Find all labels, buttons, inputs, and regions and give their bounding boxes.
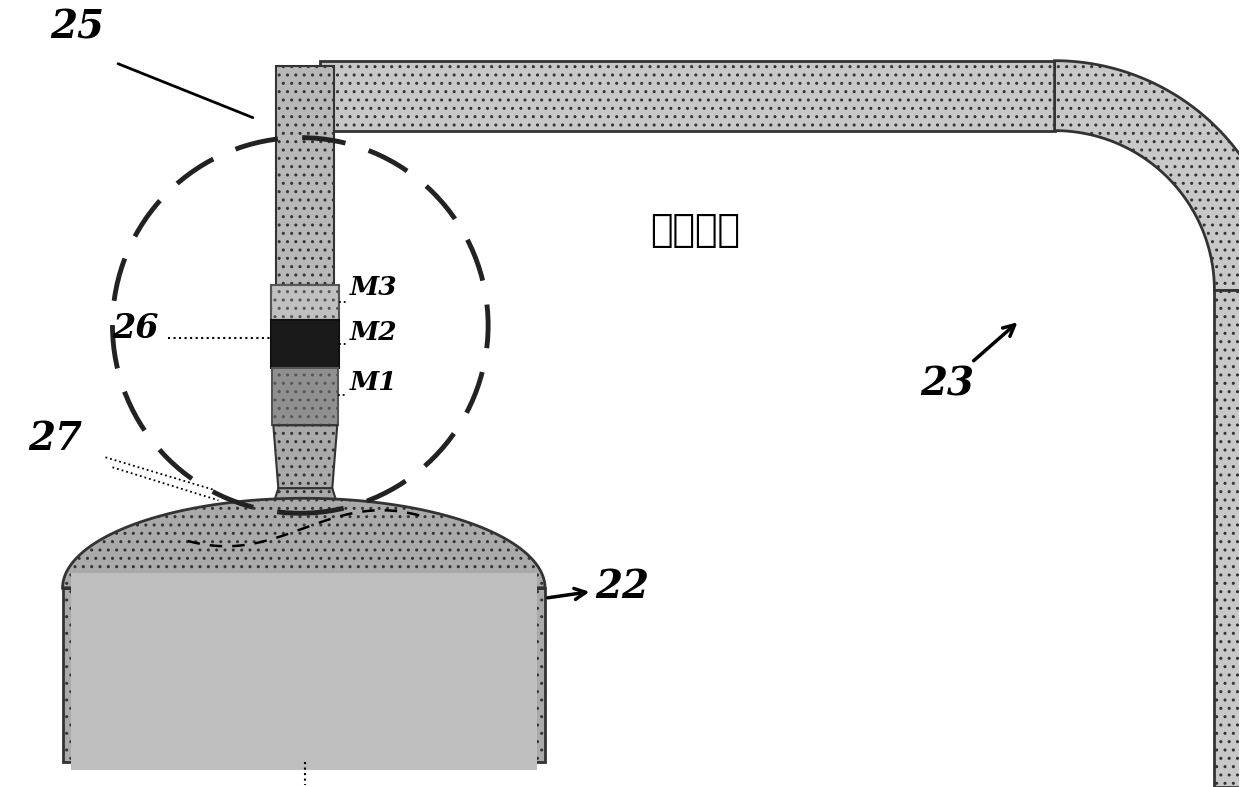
Text: M1: M1 [350,371,397,395]
Text: 27: 27 [29,420,83,458]
Text: M3: M3 [350,275,397,301]
Text: 现有技术: 现有技术 [650,212,740,249]
Polygon shape [277,65,335,286]
Text: 26: 26 [113,312,159,345]
Text: 23: 23 [920,325,1014,404]
Text: 25: 25 [51,9,104,46]
Text: 22: 22 [548,568,649,606]
Polygon shape [264,488,346,532]
Text: M2: M2 [350,320,397,345]
Polygon shape [62,588,546,762]
Polygon shape [272,286,340,320]
Polygon shape [1054,61,1240,290]
Polygon shape [1214,290,1240,787]
Polygon shape [71,573,537,770]
Polygon shape [272,320,340,368]
Polygon shape [320,61,1054,131]
Polygon shape [273,368,339,425]
Polygon shape [273,425,337,488]
Polygon shape [62,498,546,588]
